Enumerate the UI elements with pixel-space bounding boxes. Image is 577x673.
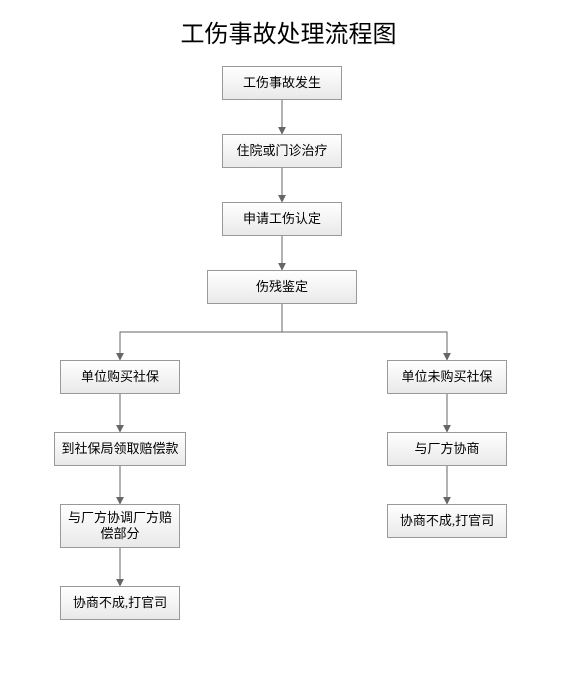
- flow-edge: [282, 304, 447, 360]
- chart-title: 工伤事故处理流程图: [0, 14, 577, 49]
- flowchart-canvas: 工伤事故处理流程图 工伤事故发生住院或门诊治疗申请工伤认定伤残鉴定单位购买社保 单…: [0, 0, 577, 673]
- flow-node: 住院或门诊治疗: [222, 134, 342, 168]
- flow-node: 申请工伤认定: [222, 202, 342, 236]
- flow-node: 与厂方协调厂方赔偿部分: [60, 504, 180, 548]
- flow-node: 单位未购买社保: [387, 360, 507, 394]
- flow-node: 到社保局领取赔偿款: [54, 432, 186, 466]
- flow-node: 与厂方协商: [387, 432, 507, 466]
- flow-node: 协商不成,打官司: [387, 504, 507, 538]
- edge-layer: [0, 0, 577, 673]
- flow-node: 伤残鉴定: [207, 270, 357, 304]
- flow-node: 单位购买社保: [60, 360, 180, 394]
- flow-node: 工伤事故发生: [222, 66, 342, 100]
- flow-node: 协商不成,打官司: [60, 586, 180, 620]
- flow-edge: [120, 304, 282, 360]
